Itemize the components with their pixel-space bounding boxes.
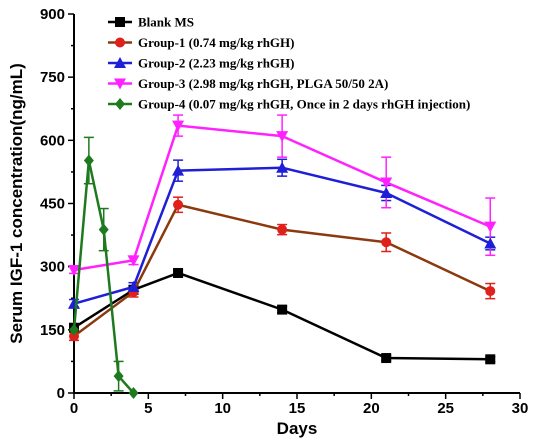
legend-label-4: Group-4 (0.07 mg/kg rhGH, Once in 2 days… [138, 97, 470, 112]
error-bars-layer [69, 114, 496, 392]
data-point [485, 286, 496, 297]
data-point [380, 177, 393, 189]
data-point [276, 131, 289, 143]
legend-marker-0 [115, 17, 125, 27]
y-tick-label: 600 [40, 132, 65, 149]
series-line-4 [72, 159, 135, 394]
x-tick-label: 20 [363, 400, 380, 417]
x-tick-label: 0 [70, 400, 78, 417]
series-layer [68, 120, 497, 399]
series-3 [68, 120, 497, 277]
series-2 [68, 161, 497, 309]
legend: Blank MS Group-1 (0.74 mg/kg rhGH) Group-2… [108, 15, 470, 112]
data-point [484, 237, 497, 249]
data-point [69, 331, 79, 342]
x-axis-title: Days [277, 419, 318, 438]
legend-marker-2 [114, 57, 126, 68]
x-tick-label: 15 [289, 400, 306, 417]
data-point [113, 370, 124, 383]
legend-label-3: Group-3 (2.98 mg/kg rhGH, PLGA 50/50 2A) [138, 76, 388, 91]
series-line-0 [73, 271, 491, 361]
data-point [276, 161, 289, 173]
series-4 [69, 154, 139, 399]
series-1 [69, 199, 496, 342]
legend-marker-3 [114, 78, 126, 90]
y-tick-label: 0 [57, 385, 65, 402]
x-tick-label: 25 [437, 400, 454, 417]
data-point [277, 224, 288, 235]
legend-label-2: Group-2 (2.23 mg/kg rhGH) [138, 56, 295, 71]
y-tick-label: 750 [40, 69, 65, 86]
data-point [69, 323, 79, 336]
data-point [68, 265, 80, 277]
y-axis-title: Serum IGF-1 concentration(ng/mL) [7, 63, 26, 344]
series-line-3 [73, 124, 491, 272]
data-point [173, 199, 184, 210]
x-tick-label: 30 [512, 400, 529, 417]
legend-marker-4 [115, 98, 125, 110]
x-tick-label: 5 [144, 400, 152, 417]
y-tick-label: 450 [40, 196, 65, 213]
y-tick-label: 900 [40, 6, 65, 23]
data-point [172, 164, 185, 176]
data-point [485, 354, 496, 365]
legend-marker-1 [115, 37, 125, 48]
y-tick-label: 300 [40, 259, 65, 276]
data-point [128, 387, 139, 399]
data-point [173, 267, 184, 278]
data-point [277, 304, 288, 315]
data-point [484, 221, 497, 233]
legend-label-0: Blank MS [138, 15, 194, 30]
data-point [127, 280, 140, 292]
data-point [381, 353, 392, 364]
data-point [381, 237, 392, 248]
data-point [127, 255, 140, 267]
data-point [380, 186, 393, 198]
legend-label-1: Group-1 (0.74 mg/kg rhGH) [138, 35, 295, 50]
series-line-1 [73, 203, 491, 338]
data-point [83, 154, 94, 167]
data-point [172, 120, 185, 132]
series-line-2 [73, 166, 491, 305]
y-tick-label: 150 [40, 322, 65, 339]
x-tick-label: 10 [214, 400, 231, 417]
data-point [98, 223, 109, 236]
